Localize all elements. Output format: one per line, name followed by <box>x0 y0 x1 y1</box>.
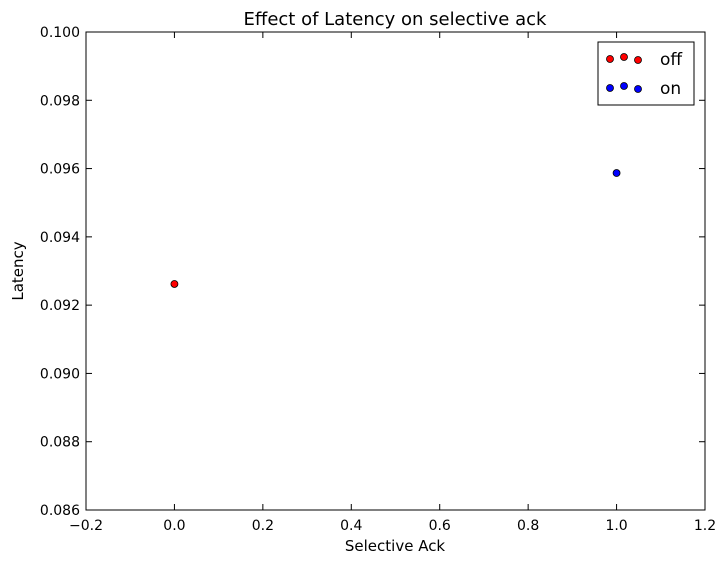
scatter-point-on <box>612 169 621 177</box>
y-tick-label: 0.090 <box>40 366 80 382</box>
y-tick-label: 0.088 <box>40 435 80 451</box>
y-axis-label: Latency <box>9 241 27 300</box>
x-tick-label: −0.2 <box>69 518 103 534</box>
plot-area: −0.2 0.0 0.2 0.4 0.6 0.8 1.0 1.2 0.086 0.088 0.09… <box>40 25 716 534</box>
legend-marker <box>620 82 628 90</box>
chart-title: Effect of Latency on selective ack <box>244 9 547 30</box>
y-axis: 0.086 0.088 0.090 0.092 0.094 0.096 0.098 0.100 <box>40 25 705 519</box>
x-axis: −0.2 0.0 0.2 0.4 0.6 0.8 1.0 1.2 <box>69 32 716 534</box>
y-tick-label: 0.096 <box>40 162 80 178</box>
y-tick-label: 0.094 <box>40 230 80 246</box>
y-tick-label: 0.100 <box>40 25 80 41</box>
data-points <box>170 169 621 288</box>
scatter-point-off <box>170 280 179 288</box>
x-tick-label: 0.4 <box>340 518 362 534</box>
legend-label: on <box>660 79 681 99</box>
legend-marker <box>634 56 642 64</box>
x-axis-label: Selective Ack <box>345 537 446 555</box>
legend-label: off <box>660 50 683 70</box>
x-tick-label: 0.8 <box>517 518 539 534</box>
x-tick-label: 0.6 <box>429 518 451 534</box>
legend-marker <box>620 53 628 61</box>
x-tick-label: 1.2 <box>694 518 716 534</box>
y-tick-label: 0.086 <box>40 503 80 519</box>
legend-frame <box>597 41 695 106</box>
legend-entry-on: on <box>606 79 681 99</box>
legend-entry-off: off <box>606 50 683 70</box>
y-tick-label: 0.098 <box>40 93 80 109</box>
x-tick-label: 0.0 <box>163 518 185 534</box>
legend-marker <box>634 85 642 93</box>
y-tick-label: 0.092 <box>40 298 80 314</box>
x-tick-label: 1.0 <box>605 518 627 534</box>
plot-frame <box>85 31 706 511</box>
x-tick-label: 0.2 <box>252 518 274 534</box>
legend-marker <box>606 84 614 92</box>
legend-marker <box>606 55 614 63</box>
legend: off on <box>597 41 695 106</box>
